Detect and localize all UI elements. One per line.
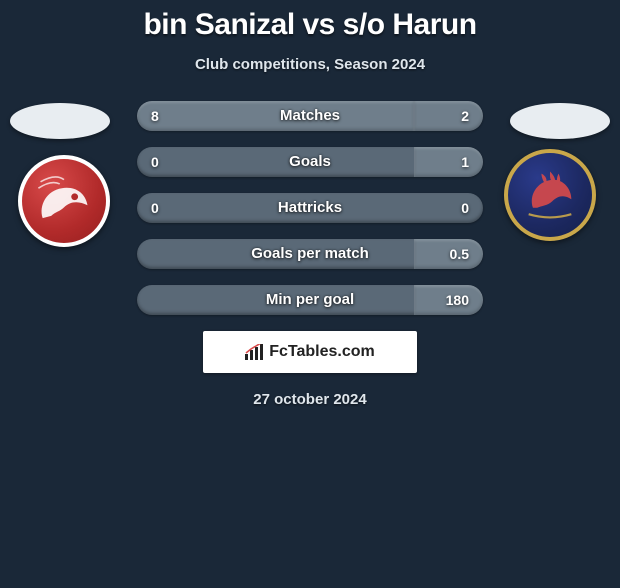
- page-title: bin Sanizal vs s/o Harun: [0, 8, 620, 42]
- team-right-badge: [504, 149, 602, 241]
- bar-track: [137, 285, 483, 315]
- bar-chart-icon: [245, 344, 265, 360]
- home-united-icon: [518, 163, 582, 227]
- logo-text: FcTables.com: [269, 343, 375, 361]
- young-lions-icon: [32, 169, 96, 233]
- bar-track: [137, 147, 483, 177]
- stat-row: Hattricks00: [137, 193, 483, 223]
- team-left-badge: [18, 155, 116, 247]
- bar-fill-left: [137, 101, 414, 131]
- stat-row: Matches82: [137, 101, 483, 131]
- bar-track: [137, 239, 483, 269]
- fctables-logo[interactable]: FcTables.com: [203, 331, 417, 373]
- bar-fill-right: [414, 147, 483, 177]
- comparison-panel: Matches82 Goals01 Hattricks00 Goals per mat…: [0, 101, 620, 408]
- subtitle: Club competitions, Season 2024: [0, 56, 620, 73]
- player-right-avatar: [510, 103, 610, 139]
- player-left-avatar: [10, 103, 110, 139]
- stat-row: Goals01: [137, 147, 483, 177]
- bar-track: [137, 101, 483, 131]
- stats-bars: Matches82 Goals01 Hattricks00 Goals per mat…: [137, 101, 483, 315]
- stat-row: Goals per match0.5: [137, 239, 483, 269]
- date-text: 27 october 2024: [0, 391, 620, 408]
- bar-fill-right: [414, 101, 483, 131]
- bar-fill-right: [414, 239, 483, 269]
- bar-fill-right: [414, 285, 483, 315]
- bar-track: [137, 193, 483, 223]
- stat-row: Min per goal180: [137, 285, 483, 315]
